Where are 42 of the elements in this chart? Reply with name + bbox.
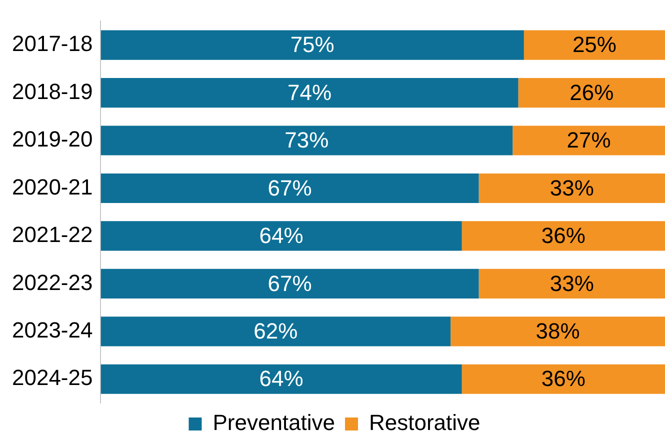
bar	[100, 30, 524, 60]
legend-label: Preventative	[212, 410, 336, 436]
bar	[100, 173, 479, 204]
data-label: 62%	[254, 318, 298, 344]
data-label: 33%	[550, 175, 594, 200]
data-label: 26%	[570, 80, 614, 105]
data-label: 67%	[268, 270, 312, 296]
data-label: 64%	[259, 366, 304, 392]
bar	[478, 173, 665, 204]
data-label: 75%	[290, 32, 334, 58]
bar	[462, 364, 665, 394]
y-tick-label: 2017-18	[12, 31, 93, 56]
y-tick-label: 2024-25	[12, 365, 93, 390]
y-tick-label: 2022-23	[12, 270, 93, 295]
data-label: 74%	[287, 80, 332, 105]
y-tick-label: 2018-19	[12, 78, 93, 104]
bar	[100, 316, 451, 346]
data-label: 73%	[284, 128, 329, 153]
data-label: 36%	[541, 366, 586, 392]
bar	[524, 30, 665, 60]
data-label: 25%	[572, 32, 616, 58]
data-label: 38%	[536, 318, 580, 344]
data-label: 27%	[566, 128, 611, 153]
y-tick-label: 2020-21	[12, 174, 93, 200]
bar	[450, 316, 665, 346]
data-label: 64%	[259, 223, 304, 248]
data-label: 36%	[541, 223, 586, 248]
y-tick-label: 2023-24	[12, 317, 93, 342]
bar	[100, 78, 518, 108]
bar	[478, 268, 665, 298]
bar	[100, 268, 479, 298]
data-label: 33%	[550, 270, 594, 296]
y-tick-label: 2021-22	[12, 222, 93, 248]
bar	[518, 78, 665, 108]
data-label: 67%	[268, 175, 312, 200]
bar	[462, 221, 665, 251]
y-tick-label: 2019-20	[12, 126, 93, 152]
legend-label: Restorative	[369, 410, 480, 436]
bar	[100, 364, 462, 394]
bar	[100, 221, 462, 251]
bar	[512, 126, 665, 156]
bar	[100, 126, 513, 156]
